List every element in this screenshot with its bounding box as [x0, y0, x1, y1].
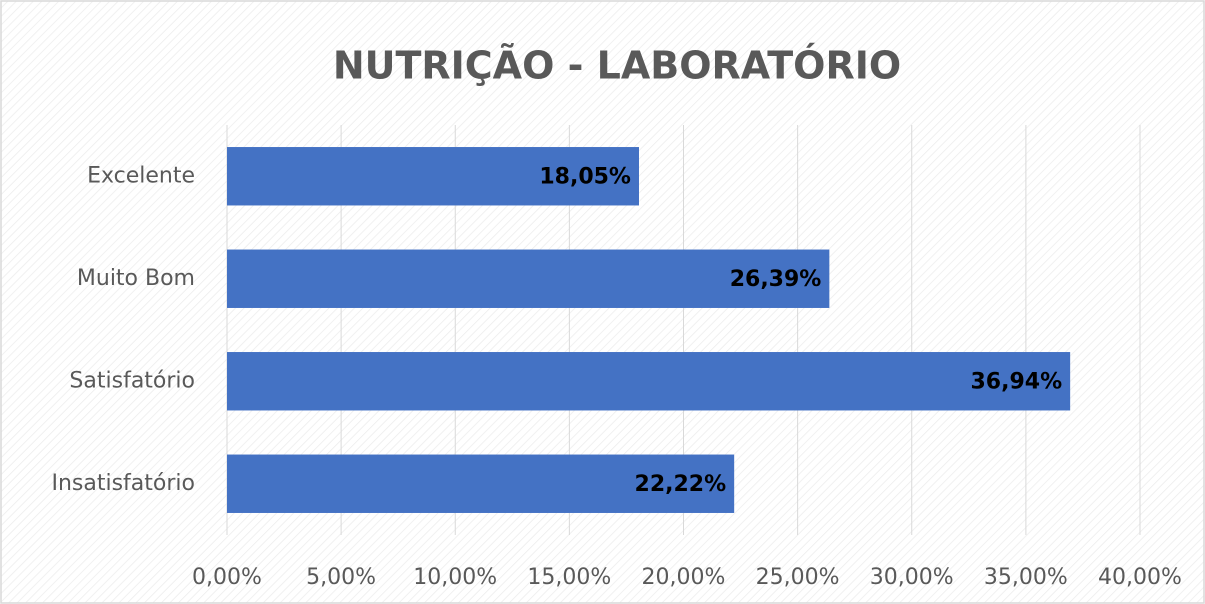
x-tick-label: 15,00%	[527, 565, 611, 590]
y-tick-label: Muito Bom	[77, 266, 195, 291]
y-tick-label: Satisfatório	[69, 368, 195, 393]
x-tick-label: 25,00%	[756, 565, 840, 590]
y-tick-label: Excelente	[87, 163, 195, 188]
data-label: 18,05%	[539, 164, 631, 189]
bar	[227, 454, 735, 513]
x-tick-label: 30,00%	[870, 565, 954, 590]
x-tick-label: 20,00%	[642, 565, 726, 590]
data-label: 26,39%	[730, 267, 822, 292]
data-label: 36,94%	[971, 369, 1063, 394]
bar	[227, 352, 1071, 411]
x-tick-label: 40,00%	[1098, 565, 1182, 590]
y-tick-label: Insatisfatório	[51, 471, 195, 496]
chart-title: NUTRIÇÃO - LABORATÓRIO	[333, 44, 901, 88]
x-tick-label: 0,00%	[192, 565, 262, 590]
bar	[227, 147, 639, 206]
x-tick-label: 10,00%	[413, 565, 497, 590]
x-tick-label: 35,00%	[984, 565, 1068, 590]
x-tick-label: 5,00%	[306, 565, 376, 590]
bar	[227, 249, 830, 308]
data-label: 22,22%	[635, 472, 727, 497]
